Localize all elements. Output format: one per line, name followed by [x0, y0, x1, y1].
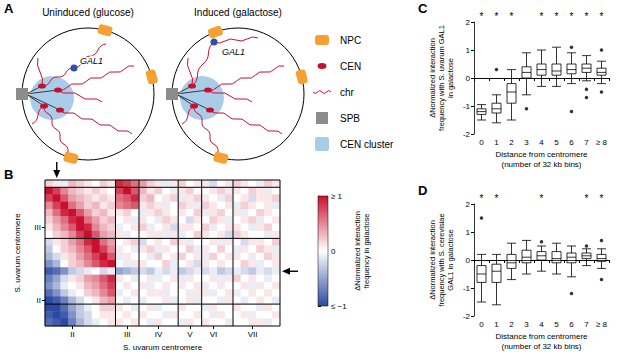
- svg-text:0: 0: [466, 74, 471, 83]
- svg-text:3: 3: [524, 138, 529, 147]
- svg-text:II: II: [37, 296, 41, 305]
- svg-text:III: III: [34, 223, 41, 232]
- svg-text:ΔNormalized interaction: ΔNormalized interaction: [428, 220, 437, 300]
- svg-text:A: A: [4, 1, 14, 16]
- svg-text:frequency with S. cerevisiae: frequency with S. cerevisiae: [437, 213, 446, 306]
- svg-text:*: *: [585, 11, 589, 22]
- svg-text:≥ 8: ≥ 8: [596, 138, 608, 147]
- svg-text:CEN: CEN: [340, 61, 361, 72]
- svg-text:GAL1: GAL1: [222, 47, 245, 57]
- svg-text:5: 5: [554, 320, 559, 329]
- svg-text:1: 1: [494, 320, 499, 329]
- svg-text:*: *: [495, 193, 499, 204]
- svg-text:*: *: [480, 11, 484, 22]
- svg-text:4: 4: [539, 320, 544, 329]
- svg-text:6: 6: [569, 320, 574, 329]
- svg-text:*: *: [510, 11, 514, 22]
- svg-text:VI: VI: [210, 330, 218, 339]
- svg-text:-1: -1: [463, 102, 471, 111]
- svg-text:C: C: [418, 1, 428, 16]
- svg-text:1: 1: [494, 138, 499, 147]
- svg-text:0: 0: [331, 247, 336, 256]
- svg-text:frequency in galactose: frequency in galactose: [362, 213, 371, 288]
- svg-text:CEN cluster: CEN cluster: [340, 139, 394, 150]
- svg-text:Uninduced (glucose): Uninduced (glucose): [42, 7, 134, 18]
- svg-text:VII: VII: [248, 330, 258, 339]
- svg-text:≥ 8: ≥ 8: [596, 320, 608, 329]
- svg-text:*: *: [540, 11, 544, 22]
- svg-text:GAL1 in galactose: GAL1 in galactose: [446, 229, 455, 290]
- svg-text:ΔNormalized interaction: ΔNormalized interaction: [428, 38, 437, 118]
- svg-text:6: 6: [569, 138, 574, 147]
- svg-text:Distance from centromere: Distance from centromere: [495, 332, 588, 341]
- svg-text:2: 2: [509, 320, 514, 329]
- svg-text:S. uvarum centromere: S. uvarum centromere: [123, 343, 203, 352]
- svg-text:0: 0: [466, 256, 471, 265]
- svg-text:0: 0: [479, 138, 484, 147]
- svg-text:*: *: [555, 11, 559, 22]
- svg-text:0: 0: [479, 320, 484, 329]
- svg-text:2: 2: [466, 200, 471, 209]
- svg-text:B: B: [4, 167, 13, 182]
- svg-text:ΔNormalized interaction: ΔNormalized interaction: [353, 211, 362, 291]
- svg-text:*: *: [495, 11, 499, 22]
- svg-text:Induced (galactose): Induced (galactose): [194, 7, 282, 18]
- svg-text:*: *: [570, 11, 574, 22]
- svg-text:-2: -2: [463, 312, 471, 321]
- svg-text:SPB: SPB: [340, 113, 360, 124]
- svg-text:≤ −1: ≤ −1: [331, 302, 347, 311]
- svg-text:7: 7: [584, 320, 589, 329]
- svg-text:4: 4: [539, 138, 544, 147]
- svg-text:frequency with S. uvarum GAL1: frequency with S. uvarum GAL1: [437, 25, 446, 131]
- svg-text:-2: -2: [463, 130, 471, 139]
- svg-text:in galactose: in galactose: [446, 58, 455, 98]
- svg-text:*: *: [600, 193, 604, 204]
- svg-text:*: *: [480, 193, 484, 204]
- svg-text:5: 5: [554, 138, 559, 147]
- svg-text:-1: -1: [463, 284, 471, 293]
- svg-text:Distance from centromere: Distance from centromere: [495, 150, 588, 159]
- svg-text:1: 1: [466, 228, 471, 237]
- svg-text:IV: IV: [155, 330, 163, 339]
- svg-text:2: 2: [466, 18, 471, 27]
- svg-text:*: *: [585, 193, 589, 204]
- svg-text:2: 2: [509, 138, 514, 147]
- svg-text:1: 1: [466, 46, 471, 55]
- svg-text:*: *: [600, 11, 604, 22]
- svg-text:V: V: [187, 330, 193, 339]
- svg-text:3: 3: [524, 320, 529, 329]
- svg-text:NPC: NPC: [340, 35, 361, 46]
- svg-text:chr: chr: [340, 87, 355, 98]
- svg-text:D: D: [418, 183, 427, 198]
- svg-text:S. uvarum centromere: S. uvarum centromere: [13, 213, 22, 293]
- svg-text:II: II: [70, 330, 74, 339]
- svg-text:III: III: [124, 330, 131, 339]
- svg-text:GAL1: GAL1: [80, 56, 103, 66]
- svg-text:(number of 32 kb bins): (number of 32 kb bins): [501, 160, 581, 169]
- svg-text:(number of 32 kb bins): (number of 32 kb bins): [501, 342, 581, 351]
- svg-text:7: 7: [584, 138, 589, 147]
- svg-text:*: *: [540, 193, 544, 204]
- svg-text:≥ 1: ≥ 1: [331, 192, 343, 201]
